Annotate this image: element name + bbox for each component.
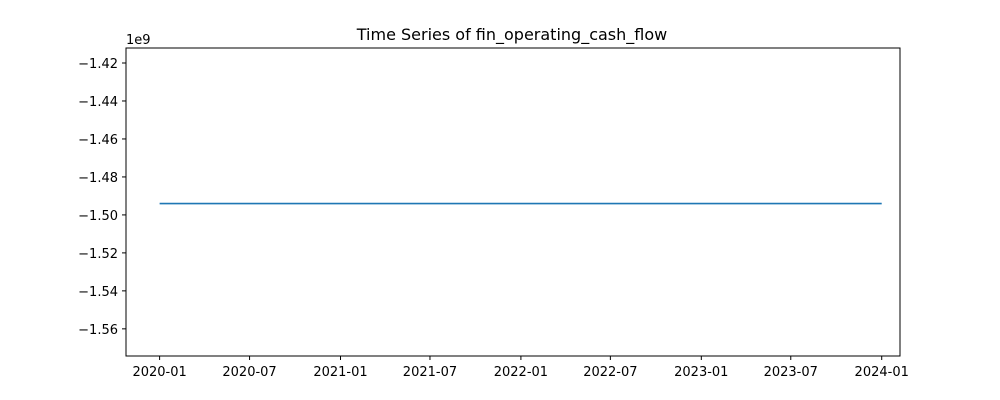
- y-axis-offset-label: 1e9: [126, 33, 151, 48]
- x-tick-label-6: 2023-01: [674, 365, 728, 380]
- y-tick-label-5: −1.52: [78, 247, 118, 262]
- plot-area: [125, 47, 901, 357]
- y-tick-label-2: −1.46: [78, 133, 118, 148]
- y-tick-label-0: −1.42: [78, 57, 118, 72]
- y-tick-label-6: −1.54: [78, 285, 118, 300]
- x-axis: 2020-01 2020-07 2021-01 2021-07 2022-01 2022-…: [132, 356, 909, 380]
- x-tick-label-5: 2022-07: [583, 365, 637, 380]
- x-tick-label-1: 2020-07: [222, 365, 276, 380]
- y-tick-label-7: −1.56: [78, 323, 118, 338]
- x-tick-label-7: 2023-07: [764, 365, 818, 380]
- x-tick-label-4: 2022-01: [494, 365, 548, 380]
- y-tick-label-1: −1.44: [78, 95, 118, 110]
- x-tick-label-2: 2021-01: [313, 365, 367, 380]
- plot-frame: [125, 47, 901, 357]
- x-tick-label-0: 2020-01: [132, 365, 186, 380]
- x-tick-label-8: 2024-01: [855, 365, 909, 380]
- y-tick-label-3: −1.48: [78, 171, 118, 186]
- y-tick-label-4: −1.50: [78, 209, 118, 224]
- x-tick-label-3: 2021-07: [403, 365, 457, 380]
- chart-title: Time Series of fin_operating_cash_flow: [356, 25, 667, 45]
- y-axis: −1.42 −1.44 −1.46 −1.48 −1.50 −1.52 −1.54 −1.56: [78, 57, 126, 338]
